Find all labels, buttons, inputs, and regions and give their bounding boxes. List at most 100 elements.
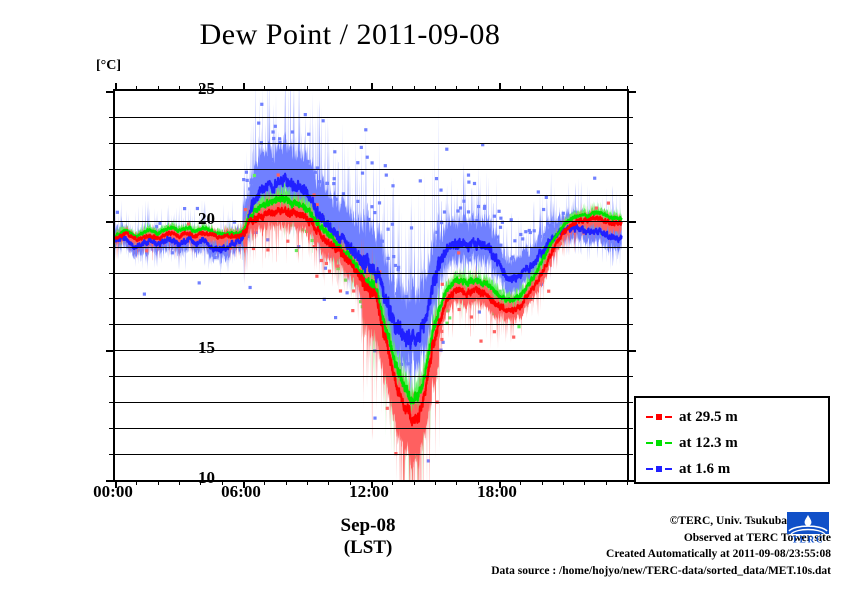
y-axis-tick-right <box>627 117 633 118</box>
legend-label: at 1.6 m <box>679 460 731 477</box>
x-axis-tick-major <box>499 480 501 488</box>
x-axis-tick-top <box>307 86 308 91</box>
gridline-horizontal <box>115 454 627 455</box>
gridline-horizontal <box>115 169 627 170</box>
credits-block: ©TERC, Univ. Tsukuba Observed at TERC To… <box>411 513 831 580</box>
x-axis-caption-date: Sep-08 <box>340 515 396 536</box>
gridline-horizontal <box>115 273 627 274</box>
series-line-at-29-5-m <box>115 206 623 427</box>
gridline-horizontal <box>115 221 627 222</box>
x-axis-tick-top <box>115 83 117 91</box>
y-axis-tick-major <box>106 91 115 93</box>
x-axis-tick-minor <box>136 480 137 485</box>
series-line-at-1-6-m <box>115 172 623 350</box>
y-axis-label-20: 20 <box>198 209 215 228</box>
series-line-at-12-3-m <box>115 194 623 405</box>
y-axis-tick-minor <box>109 143 115 144</box>
x-axis-tick-minor <box>350 480 351 485</box>
y-axis-tick-right <box>627 169 633 170</box>
gridline-horizontal <box>115 428 627 429</box>
gridline-horizontal <box>115 350 627 351</box>
y-axis-unit-label: [°C] <box>96 58 122 73</box>
y-axis-label-25: 25 <box>198 79 215 98</box>
y-axis-tick-minor <box>109 195 115 196</box>
x-axis-label-1200: 12:00 <box>349 482 389 501</box>
x-axis-label-1800: 18:00 <box>477 482 517 501</box>
x-axis-tick-top <box>542 86 543 91</box>
y-axis-tick-right <box>627 402 633 403</box>
legend-label: at 12.3 m <box>679 434 738 451</box>
credit-created-at: Created Automatically at 2011-09-08/23:5… <box>606 548 831 561</box>
x-axis-tick-top <box>392 86 393 91</box>
legend-label: at 29.5 m <box>679 408 738 425</box>
x-axis-tick-minor <box>286 480 287 485</box>
x-axis-tick-top <box>350 86 351 91</box>
legend-line-sample-icon <box>646 412 672 422</box>
x-axis-tick-minor <box>478 480 479 485</box>
x-axis-tick-minor <box>179 480 180 485</box>
x-axis-tick-minor <box>392 480 393 485</box>
y-axis-tick-right <box>627 195 633 196</box>
gridline-horizontal <box>115 247 627 248</box>
x-axis-tick-minor <box>264 480 265 485</box>
gridline-horizontal <box>115 143 627 144</box>
x-axis-tick-top <box>158 86 159 91</box>
y-axis-tick-minor <box>109 169 115 170</box>
y-axis-tick-right <box>627 428 633 429</box>
x-axis-tick-minor <box>627 480 628 485</box>
y-axis-tick-right <box>627 273 633 274</box>
x-axis-tick-top <box>264 86 265 91</box>
x-axis-tick-minor <box>606 480 607 485</box>
x-axis-tick-minor <box>158 480 159 485</box>
x-axis-tick-minor <box>584 480 585 485</box>
x-axis-tick-top <box>243 83 245 91</box>
terc-logo-icon: TERC <box>787 512 829 544</box>
y-axis-tick-minor <box>109 324 115 325</box>
legend-line-sample-icon <box>646 464 672 474</box>
y-axis-tick-major <box>106 221 115 223</box>
x-axis-tick-top <box>627 86 628 91</box>
legend-line-sample-icon <box>646 438 672 448</box>
x-axis-tick-minor <box>328 480 329 485</box>
y-axis-tick-major <box>106 350 115 352</box>
x-axis-tick-minor <box>435 480 436 485</box>
y-axis-tick-major <box>106 480 115 482</box>
x-axis-tick-top <box>563 86 564 91</box>
y-axis-tick-minor <box>109 376 115 377</box>
y-axis-tick-right <box>627 480 636 482</box>
gridline-horizontal <box>115 298 627 299</box>
legend-item-29-5m: at 29.5 m <box>646 405 828 429</box>
x-axis-tick-top <box>414 86 415 91</box>
gridline-horizontal <box>115 376 627 377</box>
x-axis-caption: Sep-08 (LST) <box>293 515 443 559</box>
x-axis-label-0000: 00:00 <box>93 482 133 501</box>
y-axis-tick-right <box>627 143 633 144</box>
x-axis-tick-major <box>371 480 373 488</box>
gridline-horizontal <box>115 402 627 403</box>
y-axis-tick-minor <box>109 454 115 455</box>
x-axis-tick-top <box>286 86 287 91</box>
x-axis-caption-timezone: (LST) <box>343 536 393 558</box>
y-axis-label-15: 15 <box>198 338 215 357</box>
y-axis-tick-right <box>627 247 633 248</box>
x-axis-tick-top <box>499 83 501 91</box>
credit-observed-at: Observed at TERC Tower site <box>683 531 831 544</box>
page-title: Dew Point / 2011-09-08 <box>199 18 501 51</box>
y-axis-tick-right <box>627 350 636 352</box>
gridline-horizontal <box>115 324 627 325</box>
x-axis-tick-minor <box>414 480 415 485</box>
x-axis-tick-minor <box>520 480 521 485</box>
x-axis-tick-major <box>243 480 245 488</box>
y-axis-tick-minor <box>109 117 115 118</box>
x-axis-label-0600: 06:00 <box>221 482 261 501</box>
credit-data-source: Data source : /home/hojyo/new/TERC-data/… <box>491 565 831 578</box>
x-axis-tick-minor <box>563 480 564 485</box>
x-axis-tick-minor <box>542 480 543 485</box>
y-axis-tick-right <box>627 324 633 325</box>
y-axis-tick-minor <box>109 402 115 403</box>
x-axis-tick-top <box>478 86 479 91</box>
gridline-horizontal <box>115 117 627 118</box>
plot-area <box>115 91 627 480</box>
x-axis-tick-top <box>200 86 201 91</box>
